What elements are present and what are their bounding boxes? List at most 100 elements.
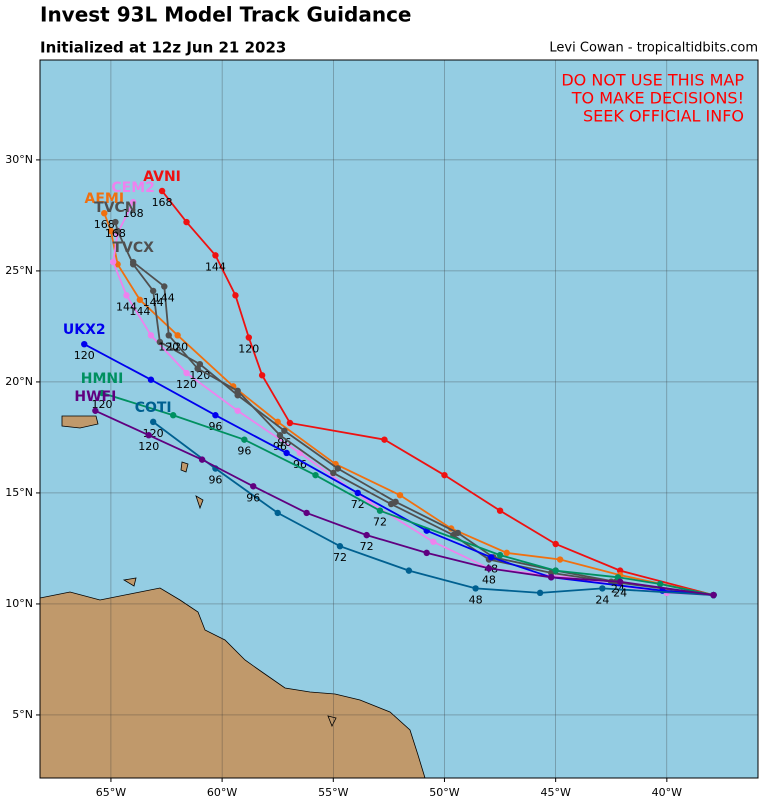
hour-label: 72: [360, 540, 374, 553]
track-point: [250, 483, 257, 490]
track-point: [129, 198, 137, 206]
track-point: [147, 376, 155, 383]
hour-label: 144: [154, 291, 175, 304]
track-point: [387, 500, 395, 508]
model-name: AEMI: [84, 191, 124, 207]
y-tick-label: 25°N: [5, 264, 33, 277]
track-point: [276, 432, 284, 439]
credit: Levi Cowan - tropicaltidbits.com: [549, 41, 758, 56]
track-point: [169, 412, 177, 419]
model-name: CEM2: [111, 180, 155, 196]
track-point: [472, 585, 479, 592]
track-point: [156, 338, 164, 346]
track-point: [330, 469, 337, 477]
track-point: [423, 549, 430, 557]
track-point: [487, 554, 495, 561]
hour-label: 120: [176, 378, 197, 391]
track-point: [165, 332, 172, 339]
track-point: [212, 252, 219, 259]
model-name: AVNI: [143, 169, 181, 185]
track-point: [286, 419, 294, 427]
track-point: [710, 591, 717, 599]
hour-label: 168: [152, 196, 173, 209]
track-point: [556, 556, 564, 563]
hour-label: 120: [138, 440, 159, 453]
track-line: [101, 392, 714, 596]
warning: DO NOT USE THIS MAP TO MAKE DECISIONS! S…: [561, 71, 744, 126]
subtitle: Initialized at 12z Jun 21 2023: [40, 39, 286, 57]
hour-label: 96: [293, 458, 307, 471]
track-point: [496, 551, 504, 559]
hour-label: 120: [189, 369, 210, 382]
hour-label: 96: [277, 436, 291, 449]
warning-line: DO NOT USE THIS MAP: [561, 71, 744, 90]
model-name: UKX2: [63, 322, 106, 338]
hour-label: 120: [158, 340, 179, 353]
hour-label: 72: [351, 498, 365, 511]
track-point: [616, 578, 624, 585]
x-tick-label: 55°W: [318, 786, 348, 799]
track-point: [101, 209, 108, 217]
track-point: [485, 565, 493, 572]
track-point: [183, 218, 190, 226]
model-name: HMNI: [81, 371, 124, 387]
y-tick-label: 5°N: [12, 708, 33, 721]
track-point: [334, 465, 341, 472]
hour-label: 48: [482, 573, 496, 586]
hour-label: 144: [116, 300, 137, 313]
hour-label: 96: [237, 445, 251, 458]
model-name: TVCN: [94, 200, 136, 216]
track-point: [98, 389, 106, 397]
hour-label: 168: [123, 207, 144, 220]
track-point: [92, 407, 99, 414]
track-point: [599, 585, 606, 592]
track-point: [616, 567, 624, 574]
track-point: [656, 580, 664, 588]
plot-frame: [39, 59, 759, 779]
y-tick-label: 30°N: [5, 153, 33, 166]
track-point: [136, 296, 144, 303]
track-point: [212, 412, 219, 419]
track-point: [405, 567, 413, 574]
hour-label: 96: [246, 491, 260, 504]
warning-line: TO MAKE DECISIONS!: [571, 89, 744, 108]
track-point: [245, 334, 252, 341]
track-line: [83, 343, 714, 596]
track-point: [234, 407, 241, 414]
track-point: [114, 227, 121, 235]
track-point: [145, 432, 152, 439]
track-point: [496, 507, 504, 514]
track-point: [234, 387, 241, 395]
track-point: [396, 491, 404, 499]
y-tick-label: 15°N: [5, 486, 33, 499]
track-point: [107, 227, 115, 235]
hour-label: 72: [333, 551, 347, 564]
track-point: [232, 292, 239, 299]
y-tick-label: 20°N: [5, 375, 33, 388]
track-point: [109, 258, 117, 266]
track-point: [281, 427, 288, 434]
track-point: [194, 365, 201, 372]
track-point: [503, 549, 510, 557]
track-point: [274, 509, 281, 517]
track-point: [174, 332, 181, 339]
hour-label: 24: [613, 587, 627, 600]
track-point: [336, 543, 344, 550]
track-point: [149, 418, 157, 426]
track-point: [147, 332, 155, 339]
track-point: [381, 436, 388, 443]
land: [40, 415, 426, 778]
x-tick-label: 40°W: [652, 786, 682, 799]
track-point: [354, 489, 361, 497]
track-point: [441, 471, 448, 479]
track-point: [129, 258, 137, 266]
track-point: [123, 292, 130, 299]
title: Invest 93L Model Track Guidance: [40, 3, 412, 27]
hour-label: 120: [238, 343, 259, 356]
track-point: [536, 589, 544, 597]
hour-label: 120: [92, 398, 113, 411]
hour-label: 168: [105, 227, 126, 240]
hour-label: 168: [94, 218, 115, 231]
track-point: [552, 540, 559, 548]
track-line: [103, 212, 714, 596]
